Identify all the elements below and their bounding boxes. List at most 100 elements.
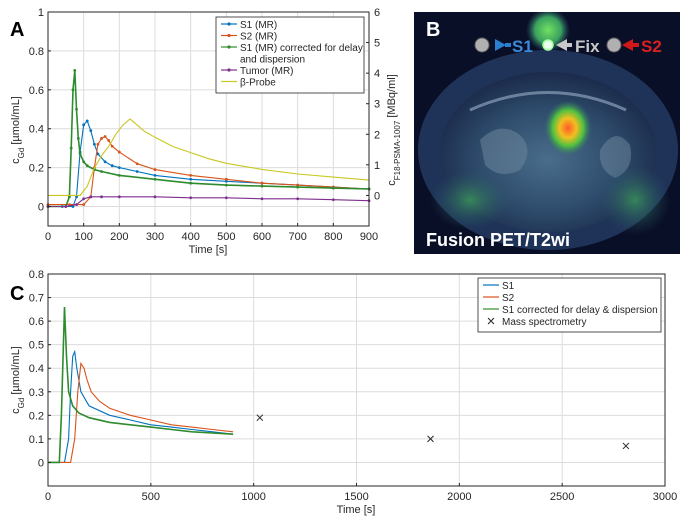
data-point-tumor [331,198,335,202]
y2-tick-label: 6 [374,7,380,19]
data-point-s2 [296,183,300,187]
fix-arrow-icon [556,39,567,51]
legend-marker-tumor [227,68,231,72]
y-tick-label: 0.2 [29,163,44,175]
data-point-tumor [82,197,86,201]
data-point-tumor [296,197,300,201]
data-point-tumor [189,196,193,200]
data-point-tumor [260,197,264,201]
tumor-hotspot [544,100,592,156]
x-tick-label: 900 [360,231,378,243]
legend-label-probe: β-Probe [240,78,276,89]
panel-c-x-ticks: 0 500 1000 1500 2000 2500 3000 [45,483,677,503]
data-point-s1 [189,177,193,181]
data-point-s1 [110,164,114,168]
data-point-corrected [260,184,264,188]
data-point-tumor [117,195,121,199]
legend-label-corrected: S1 corrected for delay & dispersion [502,305,658,316]
uptake-top [526,12,570,52]
data-point-corrected [73,68,77,72]
y2-tick-label: 3 [374,99,380,111]
data-point-s1 [96,152,100,156]
data-point-tumor [64,205,68,208]
data-point-corrected [331,186,335,190]
panel-a-legend: S1 (MR)S2 (MR)S1 (MR) corrected for dela… [215,16,365,94]
data-point-s1 [75,195,78,199]
y-tick-label: 0.6 [29,316,44,328]
panel-b-caption: Fusion PET/T2wi [426,230,570,250]
legend-label-s1: S1 [502,281,515,292]
series-line-s2 [48,361,234,463]
legend-label-s1: S1 (MR) [240,20,277,31]
s2-vial-icon [606,37,622,53]
y-tick-label: 0.4 [29,124,44,136]
s1-vial-icon [474,37,490,53]
fix-arrow-shaft [566,43,572,47]
panel-a-y-ticks: 0 0.2 0.4 0.6 0.8 1 [29,7,51,214]
s2-marker-label: S2 [641,37,662,56]
data-point-tumor [153,195,157,199]
data-point-s2 [189,174,193,177]
y-tick-label: 0.7 [29,293,44,305]
brain-structure-left [480,128,528,174]
fix-vial-icon [542,39,554,51]
legend-marker-s1 [227,22,231,26]
y2-tick-label: 1 [374,160,380,172]
panel-a-x-ticks: 0 100 200 300 400 500 600 700 800 900 [45,223,378,243]
data-point-s2 [153,168,157,171]
data-point-s2 [117,150,121,154]
y2-tick-label: 0 [374,190,380,202]
data-point-s1 [85,119,89,123]
x-tick-label: 600 [253,231,271,243]
y-tick-label: 0.1 [29,434,44,446]
y-tick-label: 0 [38,457,44,469]
data-point-s2 [260,181,264,185]
data-point-tumor [75,203,78,207]
x-tick-label: 500 [217,231,235,243]
panel-c-x-label: Time [s] [337,504,376,516]
y-tick-label: 0.2 [29,410,44,422]
data-point-s2 [82,203,86,207]
y-tick-label: 0.6 [29,85,44,97]
data-point-s2 [100,137,103,140]
y2-tick-label: 5 [374,38,380,50]
data-point-tumor [100,195,103,199]
fix-marker-label: Fix [575,37,600,56]
s2-arrow-shaft [632,43,639,47]
legend-label-mass: Mass spectrometry [502,317,586,328]
uptake-right [600,165,670,235]
panel-a-letter: A [10,19,24,41]
x-tick-label: 200 [110,231,128,243]
data-point-s2 [103,135,107,138]
data-point-corrected [75,107,78,111]
panel-c-letter: C [10,283,24,305]
x-tick-label: 0 [45,491,51,503]
data-point-s1 [224,179,228,183]
legend-label-corrected-line2: and dispersion [240,55,305,66]
uptake-left [430,170,510,230]
x-tick-label: 400 [181,231,199,243]
legend-label-s2: S2 (MR) [240,32,277,43]
data-point-tumor [89,195,93,199]
data-point-corrected [85,164,89,168]
legend-marker-corrected [227,45,231,49]
x-tick-label: 100 [74,231,92,243]
s2-arrow-icon [622,39,633,51]
y-tick-label: 0.5 [29,340,44,352]
data-point-tumor [224,196,228,200]
s1-marker-label: S1 [512,37,533,56]
data-point-s2 [96,142,100,146]
panel-c-legend-box [477,277,662,333]
x-tick-label: 3000 [653,491,677,503]
data-point-s2 [224,177,228,181]
data-point-mass [256,414,264,422]
data-point-mass [622,442,630,450]
y-tick-label: 1 [38,7,44,19]
data-point-s1 [135,170,139,173]
y-tick-label: 0.4 [29,363,44,375]
panel-c-y-ticks: 0 0.1 0.2 0.3 0.4 0.5 0.6 0.7 0.8 [29,269,51,469]
panel-a-x-label: Time [s] [189,244,228,256]
x-tick-label: 500 [142,491,160,503]
